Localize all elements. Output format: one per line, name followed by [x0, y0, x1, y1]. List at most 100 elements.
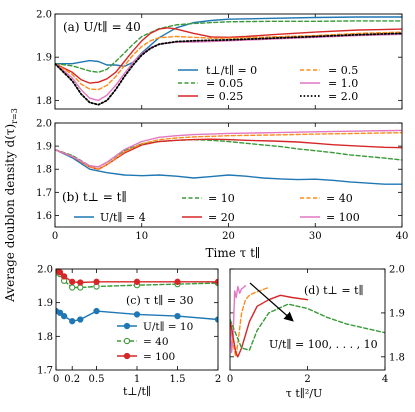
panel-d-arrow	[249, 282, 294, 322]
panel-a: 1.81.92.0(a) U/t∥ = 40t⊥/t∥ = 0= 0.05= 0…	[36, 10, 403, 110]
c-data-point	[133, 278, 141, 285]
panel-c-legend-swatch-marker	[123, 322, 131, 330]
panel-b-legend: U/t∥ = 4 = 10 = 20 = 40 = 100	[74, 192, 360, 224]
panel-b-legend-label: = 10	[208, 192, 235, 205]
panel-a-legend-label: = 2.0	[328, 90, 358, 103]
b-x-tick-label: 0	[52, 231, 58, 242]
a-series-line	[55, 31, 402, 91]
a-series-line	[55, 16, 402, 68]
a-y-tick-label: 2.0	[36, 10, 52, 21]
c-data-point	[56, 309, 64, 316]
b-y-tick-label: 2.0	[36, 119, 52, 130]
d-x-tick-label: 4	[382, 374, 388, 385]
c-data-point	[77, 279, 84, 286]
b-plot-frame	[54, 122, 403, 228]
c-x-tick-label: 1.5	[170, 374, 186, 385]
c-series-group	[56, 269, 218, 325]
c-x-tick-label: 0.2	[64, 374, 80, 385]
c-data-point	[60, 312, 68, 320]
panel-c-legend-swatch-marker	[123, 352, 131, 360]
c-x-tick-label: 1	[134, 374, 140, 385]
b-x-tick-label: 40	[396, 231, 409, 242]
c-data-point	[69, 278, 76, 285]
d-series-line	[230, 303, 385, 351]
c-data-point	[174, 278, 181, 285]
panel-a-legend-label: t⊥/t∥ = 0	[206, 64, 257, 77]
panel-b-annotation: (b) t⊥ = t∥	[62, 190, 127, 204]
panel-b-legend-label: = 40	[326, 192, 353, 205]
b-series-line	[55, 138, 402, 170]
d-x-tick-label: 0	[227, 374, 233, 385]
c-data-point	[69, 284, 76, 291]
shared-y-axis-label: Average doublon density d(τ)r=3	[3, 108, 19, 303]
panel-d-arrow-label: U/t∥ = 100, . . . , 10	[269, 338, 378, 351]
c-data-point	[133, 311, 141, 318]
d-x-tick-label: 2	[304, 374, 310, 385]
panel-c-legend-label: = 100	[143, 351, 175, 363]
d-plot-frame	[229, 268, 386, 371]
c-y-tick-label: 1.7	[37, 366, 53, 377]
panel-d-annotation: (d) t⊥ = t∥	[304, 284, 364, 297]
d-y-tick-label: 1.8	[389, 352, 405, 363]
a-y-tick-label: 1.9	[36, 53, 52, 64]
c-data-point	[69, 318, 76, 325]
panel-d-x-axis-label: τ t∥²/U	[286, 387, 322, 400]
d-series-line	[230, 294, 309, 358]
panel-b: 0 10 20 30 401.61.71.81.92.0(b) t⊥ = t∥U/t∥ …	[36, 119, 408, 243]
panel-c: 0 0.2 0.5 1 1.5 2 1.7 1.8 1.9 2.0 (c) τ t∥ = 30 U/t…	[37, 265, 221, 399]
b-y-tick-label: 1.7	[36, 188, 52, 199]
d-y-tick-label: 1.9	[389, 308, 405, 319]
panel-c-legend-swatch-marker	[123, 337, 131, 345]
c-data-point	[174, 312, 181, 320]
shared-y-axis-label-subscript: r=3	[10, 108, 19, 124]
b-series-group	[55, 129, 402, 185]
b-y-tick-label: 1.6	[36, 211, 52, 222]
a-series-group	[55, 16, 402, 106]
c-x-tick-label: 0.5	[89, 374, 105, 385]
a-series-line	[55, 27, 402, 84]
panel-b-legend-label: = 20	[208, 211, 235, 224]
panel-a-legend-label: = 0.25	[206, 90, 243, 103]
c-y-tick-label: 1.9	[37, 298, 53, 309]
panel-a-annotation: (a) U/t∥ = 40	[63, 20, 141, 34]
a-y-tick-label: 1.8	[36, 96, 52, 107]
panel-a-legend: t⊥/t∥ = 0= 0.05= 0.25 = 0.5= 1.0= 2.0	[178, 64, 358, 103]
d-series-line	[230, 285, 247, 354]
shared-x-axis-label: Time τ t∥	[206, 246, 261, 260]
d-series-line	[230, 286, 270, 358]
c-data-point	[56, 269, 64, 276]
c-y-tick-label: 1.8	[37, 332, 53, 343]
c-data-point	[93, 278, 100, 285]
panel-a-legend-label: = 0.05	[206, 77, 243, 90]
c-x-tick-label: 0	[53, 374, 59, 385]
panel-b-legend-label: U/t∥ = 4	[100, 211, 146, 224]
b-y-tick-label: 1.8	[36, 165, 52, 176]
c-data-point	[60, 273, 68, 280]
d-series-group	[230, 285, 385, 358]
panel-c-legend-label: = 40	[143, 336, 169, 348]
a-plot-frame	[54, 13, 403, 110]
panel-c-legend-label: U/t∥ = 10	[143, 321, 193, 333]
panel-c-annotation: (c) τ t∥ = 30	[126, 294, 194, 307]
b-x-tick-label: 10	[135, 231, 148, 242]
b-x-tick-label: 30	[309, 231, 322, 242]
panel-a-legend-label: = 0.5	[328, 64, 358, 77]
c-data-point	[77, 284, 84, 291]
b-series-line	[55, 131, 402, 170]
c-data-point	[77, 316, 84, 323]
panel-b-legend-label: = 100	[326, 211, 360, 224]
b-series-line	[55, 148, 402, 185]
c-data-point	[93, 307, 100, 315]
a-series-line	[55, 32, 402, 106]
b-x-tick-label: 20	[222, 231, 235, 242]
b-y-tick-label: 1.9	[36, 142, 52, 153]
panel-d: 0 2 41.8 1.9 2.0 (d) t⊥ = t∥ U/t∥ = 100, . . .…	[227, 265, 405, 401]
c-x-tick-label: 2	[215, 374, 221, 385]
panel-c-x-axis-label: t⊥/t∥	[123, 385, 151, 398]
c-plot-frame	[55, 268, 219, 371]
b-series-line	[55, 129, 402, 168]
panel-a-legend-label: = 1.0	[328, 77, 358, 90]
d-y-tick-label: 2.0	[389, 265, 405, 276]
shared-y-axis-label-main: Average doublon density d(τ)	[3, 124, 17, 303]
